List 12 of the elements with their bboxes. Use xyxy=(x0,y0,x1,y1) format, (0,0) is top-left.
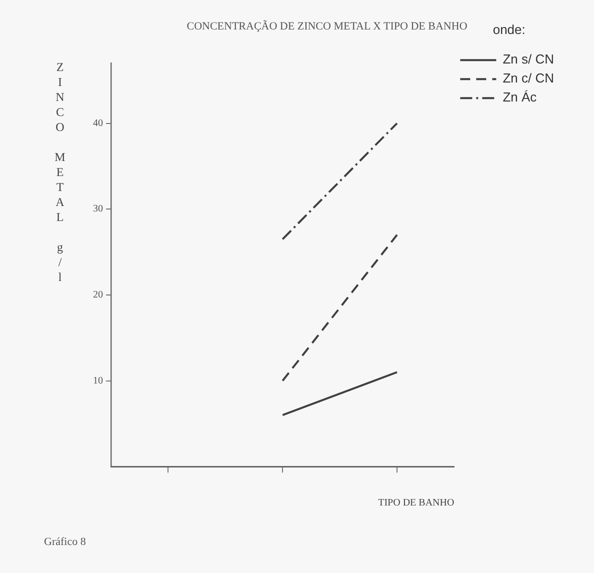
legend-label: Zn s/ CN xyxy=(502,52,554,67)
text: Gráfico 8 xyxy=(44,536,86,548)
legend-label: Zn c/ CN xyxy=(502,70,554,86)
y-tick-label: 40 xyxy=(93,118,103,129)
y-tick-label: 30 xyxy=(93,204,103,215)
y-tick-label: 10 xyxy=(93,375,103,386)
x-axis-title: TIPO DE BANHO xyxy=(378,498,454,509)
y-tick-label: 20 xyxy=(93,290,103,301)
legend-label: Zn Ác xyxy=(502,90,538,105)
legend-title: onde: xyxy=(492,22,526,38)
y-axis-title: ZINCO METAL g/l xyxy=(52,60,67,285)
chart-title: CONCENTRAÇÃO DE ZINCO METAL X TIPO DE BANHO xyxy=(186,19,468,32)
